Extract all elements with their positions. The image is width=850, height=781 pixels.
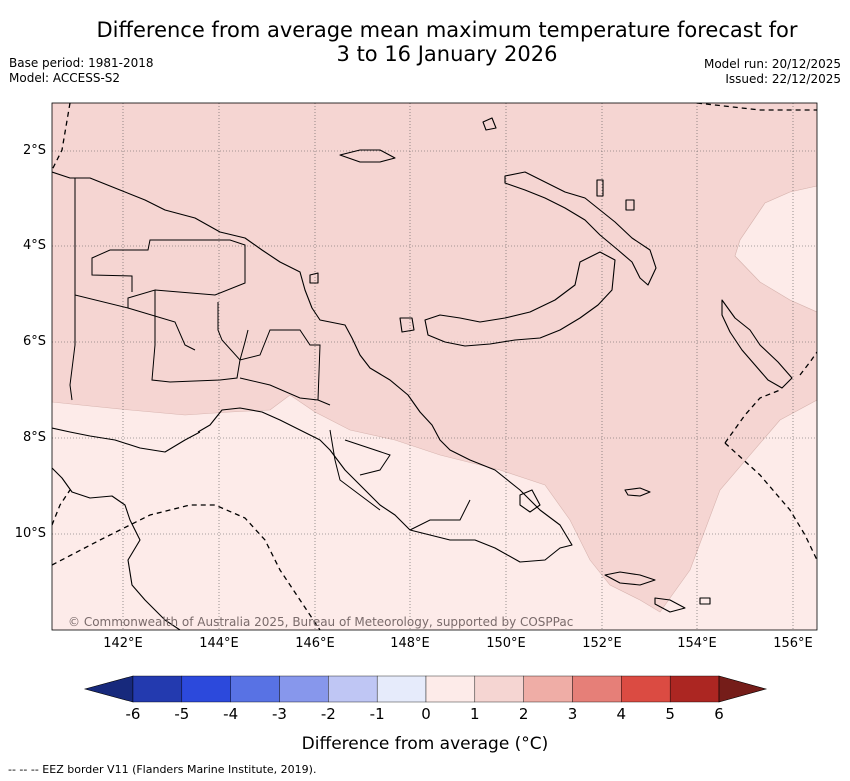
colorbar-label: Difference from average (°C) — [301, 734, 549, 754]
new-guinea-coast — [52, 171, 573, 563]
small-isl-5 — [625, 199, 635, 211]
title-line-1: Difference from average mean maximum tem… — [96, 18, 798, 42]
lon-label-152: 152°E — [582, 636, 622, 651]
colorbar-tick-label: 0 — [421, 705, 431, 723]
colorbar-bin — [132, 675, 183, 703]
rossel-isl — [654, 597, 686, 613]
colorbar-bin — [376, 675, 427, 703]
manus — [339, 149, 396, 163]
copyright-text: © Commonwealth of Australia 2025, Bureau… — [68, 615, 573, 629]
colorbar-bin — [621, 675, 671, 703]
trobriand — [519, 489, 541, 513]
lat-label-8s: 8°S — [22, 430, 46, 445]
colorbar-tick-label: 6 — [714, 705, 724, 723]
colorbar-tick-label: 3 — [567, 705, 578, 723]
lon-label-156: 156°E — [773, 636, 813, 651]
colorbar-tick-label: 5 — [665, 705, 675, 723]
province-borders — [69, 178, 471, 531]
colorbar-bin — [328, 675, 378, 703]
lon-label-146: 146°E — [295, 636, 335, 651]
lon-label-144: 144°E — [199, 636, 239, 651]
colorbar-bin — [230, 675, 280, 703]
issued-date: Issued: 22/12/2025 — [725, 72, 841, 86]
colorbar-tick-label: 2 — [518, 705, 529, 723]
small-isl-1 — [482, 117, 497, 131]
base-period: Base period: 1981-2018 — [9, 56, 154, 70]
south-coast-west — [52, 427, 201, 453]
colorbar-extend-low — [83, 675, 134, 703]
colorbar-bin — [279, 675, 329, 703]
colorbar-bin — [523, 675, 573, 703]
cape-york-coast — [52, 467, 181, 630]
woodlark — [624, 487, 651, 497]
model-run: Model run: 20/12/2025 — [703, 57, 841, 71]
lat-label-4s: 4°S — [22, 238, 46, 253]
colorbar-extend-high — [718, 675, 768, 703]
colorbar-tick-label: -1 — [369, 705, 385, 723]
title-line-2: 3 to 16 January 2026 — [336, 42, 558, 66]
lon-label-142: 142°E — [103, 636, 143, 651]
eez-legend-footer: -- -- -- EEZ border V11 (Flanders Marine… — [8, 763, 317, 776]
lon-label-148: 148°E — [390, 636, 430, 651]
colorbar-tick-label: 4 — [616, 705, 627, 723]
lat-label-6s: 6°S — [22, 334, 46, 349]
anomaly-region-0-to-1-east — [734, 185, 817, 313]
chart-title: Difference from average mean maximum tem… — [0, 18, 850, 66]
small-isl-3 — [309, 272, 319, 284]
coastlines — [52, 117, 793, 630]
bougainville — [721, 299, 793, 389]
colorbar-bin — [669, 675, 720, 703]
colorbar — [83, 675, 768, 703]
colorbar-tick-label: 1 — [470, 705, 480, 723]
lat-label-2s: 2°S — [22, 143, 46, 158]
colorbar-bin — [474, 675, 524, 703]
small-isl-2 — [399, 317, 415, 333]
colorbar-tick-label: -6 — [125, 705, 141, 723]
lon-label-154: 154°E — [677, 636, 717, 651]
meta-right: Model run: 20/12/2025 Issued: 22/12/2025 — [704, 57, 841, 87]
colorbar-tick-label: -5 — [174, 705, 190, 723]
eez-borders — [52, 103, 817, 630]
colorbar-bin — [181, 675, 231, 703]
lat-label-10s: 10°S — [14, 526, 46, 541]
meta-left: Base period: 1981-2018 Model: ACCESS-S2 — [9, 56, 154, 86]
new-britain — [424, 251, 616, 347]
small-isl-6 — [596, 179, 604, 197]
fergusson-isl — [604, 571, 656, 586]
small-isl-4 — [699, 597, 711, 605]
map-frame — [51, 102, 818, 631]
colorbar-bin — [572, 675, 622, 703]
model-name: Model: ACCESS-S2 — [9, 71, 121, 85]
new-ireland — [504, 171, 657, 286]
lon-label-150: 150°E — [486, 636, 526, 651]
colorbar-tick-label: -4 — [223, 705, 239, 723]
colorbar-bin — [425, 675, 476, 703]
map-area: © Commonwealth of Australia 2025, Bureau… — [52, 103, 817, 630]
colorbar-tick-label: -2 — [320, 705, 336, 723]
colorbar-tick-label: -3 — [272, 705, 287, 723]
